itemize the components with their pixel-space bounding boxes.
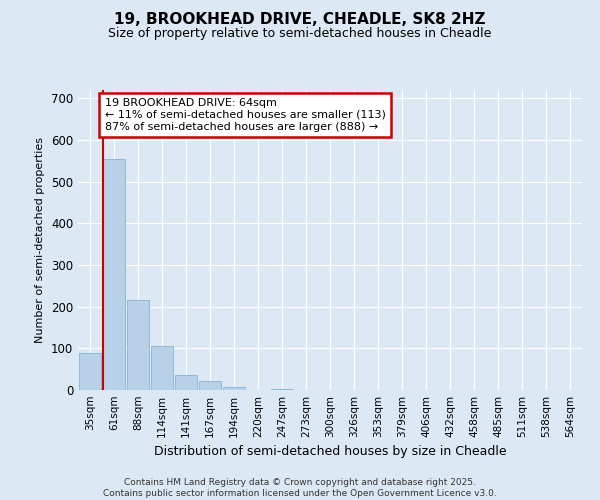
Bar [223, 386, 245, 390]
Bar [271, 389, 293, 390]
Bar [127, 300, 149, 390]
Bar [175, 374, 197, 390]
Y-axis label: Number of semi-detached properties: Number of semi-detached properties [35, 137, 46, 343]
Text: 19 BROOKHEAD DRIVE: 64sqm
← 11% of semi-detached houses are smaller (113)
87% of: 19 BROOKHEAD DRIVE: 64sqm ← 11% of semi-… [105, 98, 386, 132]
Text: Size of property relative to semi-detached houses in Cheadle: Size of property relative to semi-detach… [109, 28, 491, 40]
Bar [103, 159, 125, 390]
Bar [199, 381, 221, 390]
Bar [151, 346, 173, 390]
X-axis label: Distribution of semi-detached houses by size in Cheadle: Distribution of semi-detached houses by … [154, 446, 506, 458]
Text: Contains HM Land Registry data © Crown copyright and database right 2025.
Contai: Contains HM Land Registry data © Crown c… [103, 478, 497, 498]
Text: 19, BROOKHEAD DRIVE, CHEADLE, SK8 2HZ: 19, BROOKHEAD DRIVE, CHEADLE, SK8 2HZ [114, 12, 486, 28]
Bar [79, 352, 101, 390]
